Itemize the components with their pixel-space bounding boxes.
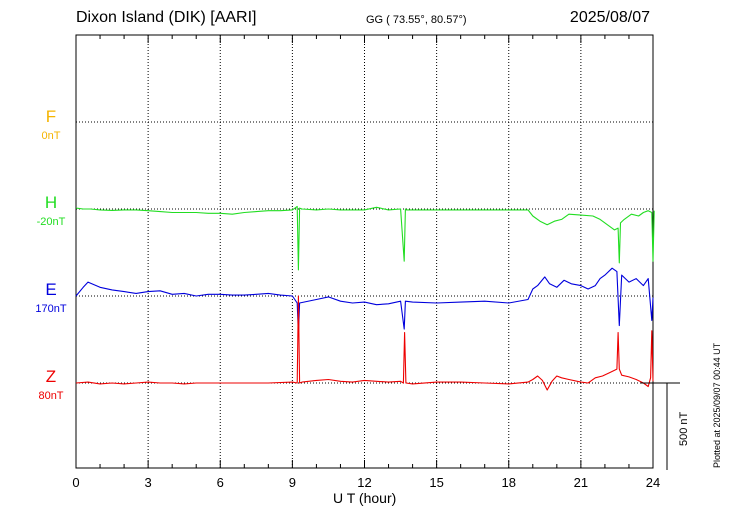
series-line-z — [75, 295, 654, 391]
series-line-e — [75, 267, 654, 335]
channel-label-z: Z 80nT — [16, 367, 86, 403]
channel-h-name: H — [44, 193, 58, 212]
channel-e-name: E — [45, 280, 57, 299]
x-tick-label: 6 — [217, 475, 224, 490]
channel-f-offset: 0nT — [41, 130, 61, 142]
x-tick-label: 24 — [646, 475, 660, 490]
x-tick-label: 3 — [145, 475, 152, 490]
scale-bar-label: 500 nT — [678, 411, 690, 446]
x-tick-label: 15 — [429, 475, 443, 490]
channel-h-offset: -20nT — [36, 216, 66, 228]
x-tick-label: 0 — [72, 475, 79, 490]
channel-label-e: E 170nT — [16, 280, 86, 316]
x-tick-label: 21 — [574, 475, 588, 490]
baseline-grid — [76, 35, 653, 468]
channel-z-offset: 80nT — [38, 390, 64, 402]
channel-f-name: F — [45, 107, 57, 126]
station-coordinates: GG ( 73.55°, 80.57°) — [366, 14, 467, 26]
plotted-timestamp: Plotted at 2025/09/07 00:44 UT — [712, 342, 722, 468]
x-tick-label: 18 — [502, 475, 516, 490]
channel-label-f: F 0nT — [16, 107, 86, 143]
scale-bar — [640, 382, 680, 470]
x-axis-tick-labels: 0 3 6 9 12 15 18 21 24 — [72, 475, 660, 490]
x-axis-label: U T (hour) — [333, 490, 397, 506]
channel-e-offset: 170nT — [35, 303, 67, 315]
x-axis-ticks — [75, 35, 654, 468]
x-tick-label: 9 — [289, 475, 296, 490]
series-line-h — [75, 205, 655, 271]
channel-z-name: Z — [45, 367, 57, 386]
chart-date: 2025/08/07 — [569, 9, 650, 26]
station-title: Dixon Island (DIK) [AARI] — [76, 9, 257, 26]
channel-label-h: H -20nT — [16, 193, 86, 229]
series-lines — [75, 205, 655, 391]
x-tick-label: 12 — [357, 475, 371, 490]
